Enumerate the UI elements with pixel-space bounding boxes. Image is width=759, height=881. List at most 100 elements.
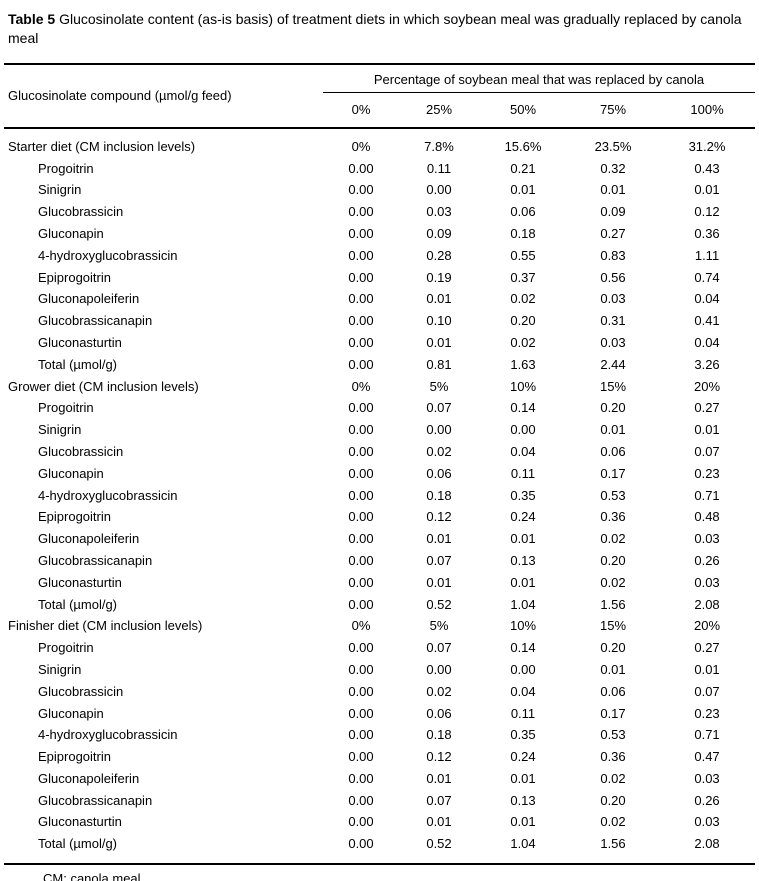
cell-value: 0.03: [600, 334, 626, 350]
cell-value: 0.27: [694, 400, 720, 416]
cell-value: 0.01: [426, 814, 452, 830]
table-caption-text: Glucosinolate content (as-is basis) of t…: [8, 11, 742, 46]
cell-value: 0.01: [510, 770, 536, 786]
column-header-75pct: 75%: [567, 92, 659, 129]
compound-row: 4-hydroxyglucobrassicin 0.00 0.28 0.55 0.83 1…: [4, 245, 755, 267]
compound-row: 4-hydroxyglucobrassicin 0.00 0.18 0.35 0.53 0…: [4, 485, 755, 507]
cell-value: 0%: [351, 378, 371, 394]
compound-row: Glucobrassicin 0.00 0.02 0.04 0.06 0.07: [4, 441, 755, 463]
cell-value: 0.12: [426, 749, 452, 765]
cell-value: 0.17: [600, 705, 626, 721]
cell-value: 5%: [429, 618, 449, 634]
cell-value: 2.08: [694, 596, 720, 612]
compound-row: Gluconapin 0.00 0.06 0.11 0.17 0.23: [4, 463, 755, 485]
row-label: Gluconapoleiferin: [38, 770, 140, 786]
glucosinolate-table: Glucosinolate compound (µmol/g feed) Per…: [4, 62, 756, 865]
cell-value: 0.43: [694, 160, 720, 176]
cell-value: 0.26: [694, 552, 720, 568]
cell-value: 0.02: [510, 334, 536, 350]
column-header-0pct: 0%: [323, 92, 399, 129]
row-label: Gluconapin: [38, 225, 104, 241]
row-label: 4-hydroxyglucobrassicin: [38, 247, 178, 263]
cell-value: 0.20: [510, 313, 536, 329]
compound-row: Glucobrassicanapin 0.00 0.07 0.13 0.20 0.26: [4, 790, 755, 812]
row-label: Epiprogoitrin: [38, 509, 111, 525]
compound-row: Progoitrin 0.00 0.07 0.14 0.20 0.27: [4, 397, 755, 419]
cell-value: 0.00: [348, 422, 374, 438]
row-label: Finisher diet (CM inclusion levels): [8, 618, 203, 634]
cell-value: 0%: [351, 138, 371, 154]
cell-value: 0.00: [348, 400, 374, 416]
compound-row: Progoitrin 0.00 0.07 0.14 0.20 0.27: [4, 637, 755, 659]
compound-row: Gluconapin 0.00 0.06 0.11 0.17 0.23: [4, 703, 755, 725]
cell-value: 0.27: [600, 225, 626, 241]
cell-value: 2.08: [694, 836, 720, 852]
compound-row: Gluconapin 0.00 0.09 0.18 0.27 0.36: [4, 223, 755, 245]
cell-value: 0.00: [348, 640, 374, 656]
cell-value: 20%: [694, 378, 721, 394]
cell-value: 0.20: [600, 552, 626, 568]
table-head: Glucosinolate compound (µmol/g feed) Per…: [4, 63, 756, 129]
row-label: Epiprogoitrin: [38, 269, 111, 285]
cell-value: 0.00: [348, 225, 374, 241]
compound-row: Total (µmol/g) 0.00 0.81 1.63 2.44 3.26: [4, 354, 755, 376]
cell-value: 0.11: [510, 705, 536, 721]
row-label: Total (µmol/g): [38, 596, 118, 612]
cell-value: 0.17: [600, 465, 626, 481]
percentage-header-row: 0% 25% 50% 75% 100%: [4, 92, 756, 129]
cell-value: 0.13: [510, 552, 536, 568]
cell-value: 0.00: [510, 661, 536, 677]
compound-row: Progoitrin 0.00 0.11 0.21 0.32 0.43: [4, 158, 755, 180]
cell-value: 0.01: [426, 770, 452, 786]
cell-value: 0.11: [510, 465, 536, 481]
cell-value: 0.03: [694, 574, 720, 590]
cell-value: 0.18: [426, 727, 452, 743]
cell-value: 10%: [509, 378, 537, 394]
cell-value: 0.00: [348, 247, 374, 263]
cell-value: 1.63: [510, 356, 536, 372]
cell-value: 0.02: [600, 574, 626, 590]
cell-value: 0.01: [426, 334, 452, 350]
cell-value: 0.19: [426, 269, 452, 285]
cell-value: 1.04: [510, 836, 536, 852]
cell-value: 0.06: [426, 465, 452, 481]
cell-value: 0.01: [510, 531, 536, 547]
cell-value: 0.02: [600, 814, 626, 830]
cell-value: 0.04: [510, 683, 536, 699]
cell-value: 5%: [429, 378, 449, 394]
cell-value: 0.02: [600, 770, 626, 786]
row-label: Total (µmol/g): [38, 356, 118, 372]
compound-row: Sinigrin 0.00 0.00 0.00 0.01 0.01: [4, 659, 755, 681]
cell-value: 0.00: [348, 313, 374, 329]
cell-value: 0.01: [600, 422, 626, 438]
cell-value: 0.74: [694, 269, 720, 285]
cell-value: 0.53: [600, 727, 626, 743]
compound-row: Sinigrin 0.00 0.00 0.01 0.01 0.01: [4, 179, 755, 201]
cell-value: 0.32: [600, 160, 626, 176]
row-label: Sinigrin: [38, 182, 82, 198]
cell-value: 0.12: [694, 204, 720, 220]
cell-value: 0.37: [510, 269, 536, 285]
cell-value: 0.00: [348, 596, 374, 612]
cell-value: 0.07: [426, 640, 452, 656]
cell-value: 0.06: [600, 683, 626, 699]
cell-value: 0.35: [510, 727, 536, 743]
cell-value: 0.71: [694, 487, 720, 503]
compound-row: Gluconapoleiferin 0.00 0.01 0.01 0.02 0.03: [4, 768, 755, 790]
cell-value: 0.01: [694, 182, 720, 198]
cell-value: 0%: [351, 618, 371, 634]
cell-value: 0.01: [600, 182, 626, 198]
compound-row: Total (µmol/g) 0.00 0.52 1.04 1.56 2.08: [4, 833, 755, 863]
row-label: Starter diet (CM inclusion levels): [8, 138, 196, 154]
cell-value: 0.02: [600, 531, 626, 547]
row-label: Glucobrassicin: [38, 443, 124, 459]
row-label: Gluconapoleiferin: [38, 291, 140, 307]
table-number: Table 5: [8, 11, 56, 27]
cell-value: 0.00: [348, 705, 374, 721]
cell-value: 0.00: [348, 269, 374, 285]
cell-value: 0.13: [510, 792, 536, 808]
cell-value: 0.03: [426, 204, 452, 220]
row-label: 4-hydroxyglucobrassicin: [38, 727, 178, 743]
cell-value: 0.03: [694, 770, 720, 786]
